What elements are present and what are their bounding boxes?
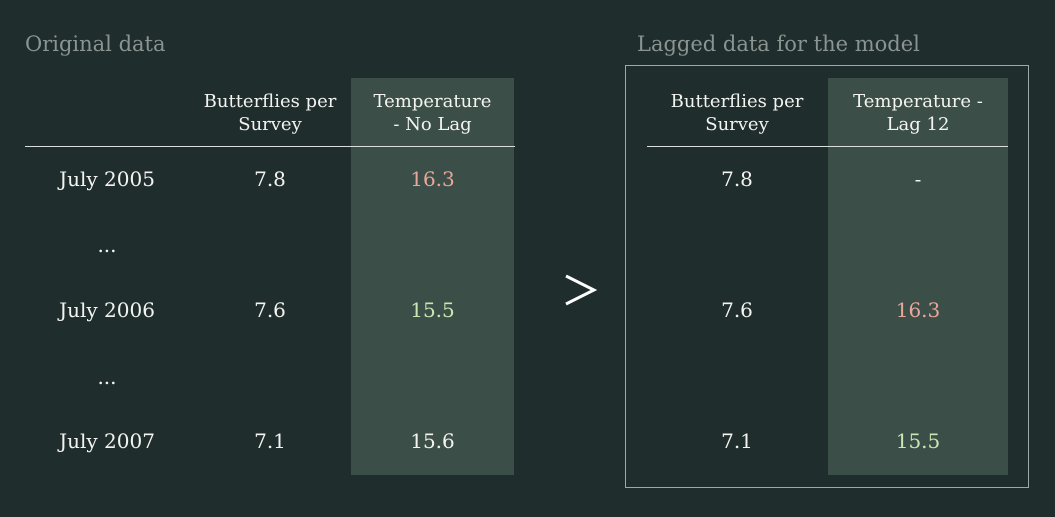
lagged-temperature-column-highlight: [828, 78, 1008, 475]
butterflies-value: 7.8: [721, 167, 753, 191]
original-data-title: Original data: [25, 32, 166, 56]
header-divider: [647, 146, 1008, 147]
row-ellipsis: ...: [97, 233, 117, 257]
butterflies-value: 7.8: [254, 167, 286, 191]
header-divider: [25, 146, 515, 147]
row-label: July 2006: [59, 298, 155, 322]
butterflies-value: 7.6: [254, 298, 286, 322]
header-temperature-no-lag: Temperature - No Lag: [373, 91, 492, 135]
header-butterflies-per-survey: Butterflies per Survey: [203, 91, 337, 135]
temperature-value: 15.5: [410, 298, 455, 322]
lagged-data-title: Lagged data for the model: [637, 32, 920, 56]
temperature-value: 16.3: [895, 298, 941, 322]
row-label: July 2005: [59, 167, 155, 191]
header-temperature-lag-12: Temperature - Lag 12: [853, 91, 983, 135]
butterflies-value: 7.6: [721, 298, 753, 322]
header-butterflies-per-survey: Butterflies per Survey: [670, 91, 804, 135]
temperature-value: 15.5: [895, 429, 941, 453]
butterflies-value: 7.1: [254, 429, 286, 453]
temperature-value: 16.3: [410, 167, 455, 191]
butterflies-value: 7.1: [721, 429, 753, 453]
lagged-data-frame: [625, 65, 1029, 488]
temperature-column-highlight: [351, 78, 514, 475]
greater-than-arrow-icon: [563, 272, 598, 308]
row-ellipsis: ...: [97, 365, 117, 389]
row-label: July 2007: [59, 429, 155, 453]
temperature-value: 15.6: [410, 429, 455, 453]
temperature-value: -: [914, 167, 922, 191]
